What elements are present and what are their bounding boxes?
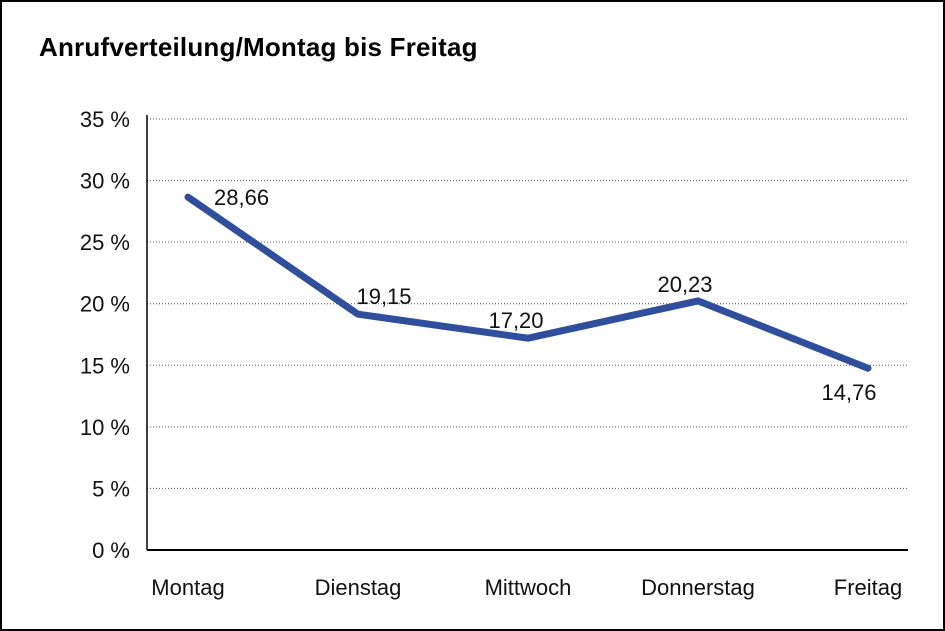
y-tick-label: 30 % — [80, 169, 130, 194]
y-tick-label: 0 % — [92, 538, 130, 563]
y-tick-label: 10 % — [80, 415, 130, 440]
x-category-label: Montag — [151, 575, 224, 600]
data-point-label: 19,15 — [356, 284, 411, 309]
x-category-label: Dienstag — [315, 575, 402, 600]
chart-title: Anrufverteilung/Montag bis Freitag — [39, 32, 478, 62]
y-tick-label: 15 % — [80, 353, 130, 378]
y-tick-label: 20 % — [80, 292, 130, 317]
data-point-label: 17,20 — [488, 308, 543, 333]
x-category-label: Mittwoch — [485, 575, 572, 600]
data-point-label: 14,76 — [821, 380, 876, 405]
data-point-label: 20,23 — [657, 272, 712, 297]
y-tick-label: 5 % — [92, 476, 130, 501]
x-category-label: Donnerstag — [641, 575, 755, 600]
y-tick-label: 25 % — [80, 230, 130, 255]
y-tick-label: 35 % — [80, 107, 130, 132]
data-series-line — [184, 193, 872, 372]
data-point-label: 28,66 — [214, 185, 269, 210]
x-category-label: Freitag — [834, 575, 902, 600]
